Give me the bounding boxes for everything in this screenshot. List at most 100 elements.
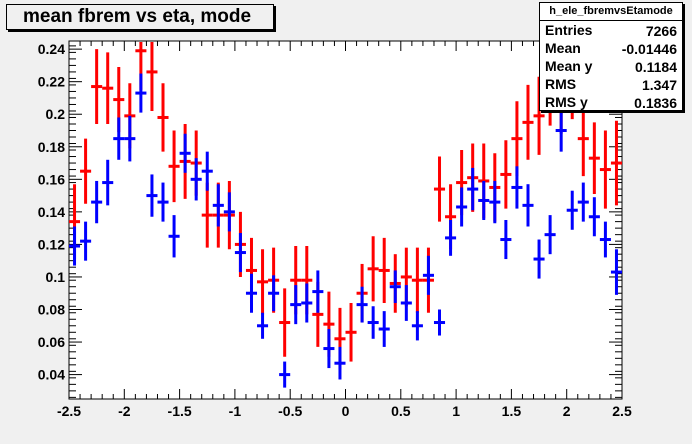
data-point bbox=[268, 275, 280, 312]
data-point bbox=[367, 236, 379, 302]
data-point bbox=[588, 122, 600, 194]
y-tick-label: 0.16 bbox=[38, 171, 65, 187]
data-point bbox=[168, 215, 180, 258]
data-point bbox=[445, 220, 457, 256]
y-tick-label: 0.06 bbox=[38, 334, 65, 350]
stats-box: h_ele_fbremvsEtamode Entries 7266 Mean -… bbox=[539, 2, 683, 111]
stats-value: 1.347 bbox=[641, 77, 677, 93]
chart-title: mean fbrem vs eta, mode bbox=[23, 6, 252, 27]
data-point bbox=[500, 220, 512, 260]
stats-row-rms-y: RMS y 0.1836 bbox=[540, 93, 682, 111]
x-tick-label: 0.5 bbox=[391, 403, 411, 419]
data-point bbox=[345, 302, 357, 362]
y-tick-label: 0.22 bbox=[38, 74, 65, 90]
stats-label: Mean bbox=[545, 40, 581, 56]
y-tick-label: 0.04 bbox=[38, 367, 65, 383]
data-point bbox=[80, 138, 92, 204]
data-point bbox=[511, 101, 523, 177]
data-point bbox=[566, 190, 578, 230]
chart-title-box: mean fbrem vs eta, mode bbox=[6, 4, 274, 30]
data-point bbox=[257, 249, 269, 315]
stats-label: Mean y bbox=[545, 58, 593, 74]
y-tick-label: 0.24 bbox=[38, 41, 65, 57]
y-tick-label: 0.2 bbox=[46, 106, 66, 122]
stats-label: Entries bbox=[545, 22, 593, 38]
data-point bbox=[323, 329, 335, 369]
stats-value: 0.1836 bbox=[634, 95, 677, 111]
data-point bbox=[367, 306, 379, 339]
data-point bbox=[157, 83, 169, 152]
data-point bbox=[610, 249, 622, 295]
data-point bbox=[179, 133, 191, 173]
x-tick-label: -0.5 bbox=[278, 403, 302, 419]
data-point bbox=[411, 247, 423, 313]
data-point bbox=[478, 180, 490, 220]
data-point bbox=[102, 159, 114, 206]
data-point bbox=[290, 285, 302, 325]
data-point bbox=[433, 156, 446, 222]
data-point bbox=[456, 187, 468, 227]
x-tick-label: -1 bbox=[229, 403, 242, 419]
data-point bbox=[511, 166, 523, 209]
data-point bbox=[500, 140, 512, 209]
y-tick-label: 0.12 bbox=[38, 236, 65, 252]
data-point bbox=[599, 221, 611, 258]
data-point bbox=[411, 311, 423, 341]
data-point bbox=[533, 239, 545, 279]
data-marks bbox=[69, 42, 622, 388]
data-point bbox=[378, 237, 390, 303]
data-point bbox=[234, 233, 246, 273]
stats-row-mean: Mean -0.01446 bbox=[540, 39, 682, 57]
y-tick-label: 0.14 bbox=[38, 204, 65, 220]
y-tick-label: 0.18 bbox=[38, 139, 65, 155]
x-tick-label: 0 bbox=[342, 403, 350, 419]
stats-histogram-name: h_ele_fbremvsEtamode bbox=[540, 3, 682, 21]
y-tick-label: 0.1 bbox=[46, 269, 66, 285]
data-point bbox=[422, 255, 434, 295]
data-point bbox=[91, 180, 103, 224]
data-point bbox=[577, 101, 589, 177]
data-point bbox=[378, 311, 390, 347]
x-tick-label: 2 bbox=[563, 403, 571, 419]
data-point bbox=[489, 180, 501, 224]
data-point bbox=[157, 182, 169, 222]
x-tick-label: 2.5 bbox=[612, 403, 632, 419]
data-point bbox=[212, 184, 224, 227]
data-point bbox=[201, 182, 213, 248]
data-point bbox=[555, 109, 567, 152]
stats-label: RMS y bbox=[545, 94, 588, 110]
stats-value: 7266 bbox=[645, 23, 677, 39]
data-point bbox=[146, 174, 158, 217]
data-point bbox=[312, 270, 324, 313]
x-tick-label: 1.5 bbox=[502, 403, 522, 419]
data-point bbox=[467, 167, 479, 211]
data-point bbox=[168, 130, 180, 203]
data-point bbox=[135, 73, 147, 113]
data-point bbox=[279, 361, 291, 388]
data-point bbox=[301, 283, 313, 323]
data-point bbox=[522, 84, 534, 160]
data-point bbox=[69, 226, 81, 266]
data-point bbox=[102, 52, 114, 124]
stats-row-entries: Entries 7266 bbox=[540, 21, 682, 39]
data-point bbox=[91, 49, 103, 124]
y-tick-label: 0.08 bbox=[38, 302, 65, 318]
x-tick-label: -2 bbox=[118, 403, 131, 419]
stats-row-rms: RMS 1.347 bbox=[540, 75, 682, 93]
data-point bbox=[544, 215, 556, 255]
x-tick-label: -2.5 bbox=[57, 403, 81, 419]
data-point bbox=[190, 158, 202, 201]
data-point bbox=[599, 130, 611, 209]
series-1 bbox=[69, 73, 622, 388]
data-point bbox=[400, 285, 412, 321]
x-tick-label: 1 bbox=[452, 403, 460, 419]
data-point bbox=[146, 42, 158, 111]
data-point bbox=[522, 184, 534, 227]
axes: -2.5 -2 -1.5 -1 -0.5 0 0.5 1 1.5 2 2.5 0.04 0.06 0.08… bbox=[38, 41, 632, 419]
data-point bbox=[201, 151, 213, 191]
stats-value: -0.01446 bbox=[621, 41, 677, 57]
data-point bbox=[577, 182, 589, 222]
stats-row-mean-y: Mean y 0.1184 bbox=[540, 57, 682, 75]
data-point bbox=[610, 120, 622, 206]
